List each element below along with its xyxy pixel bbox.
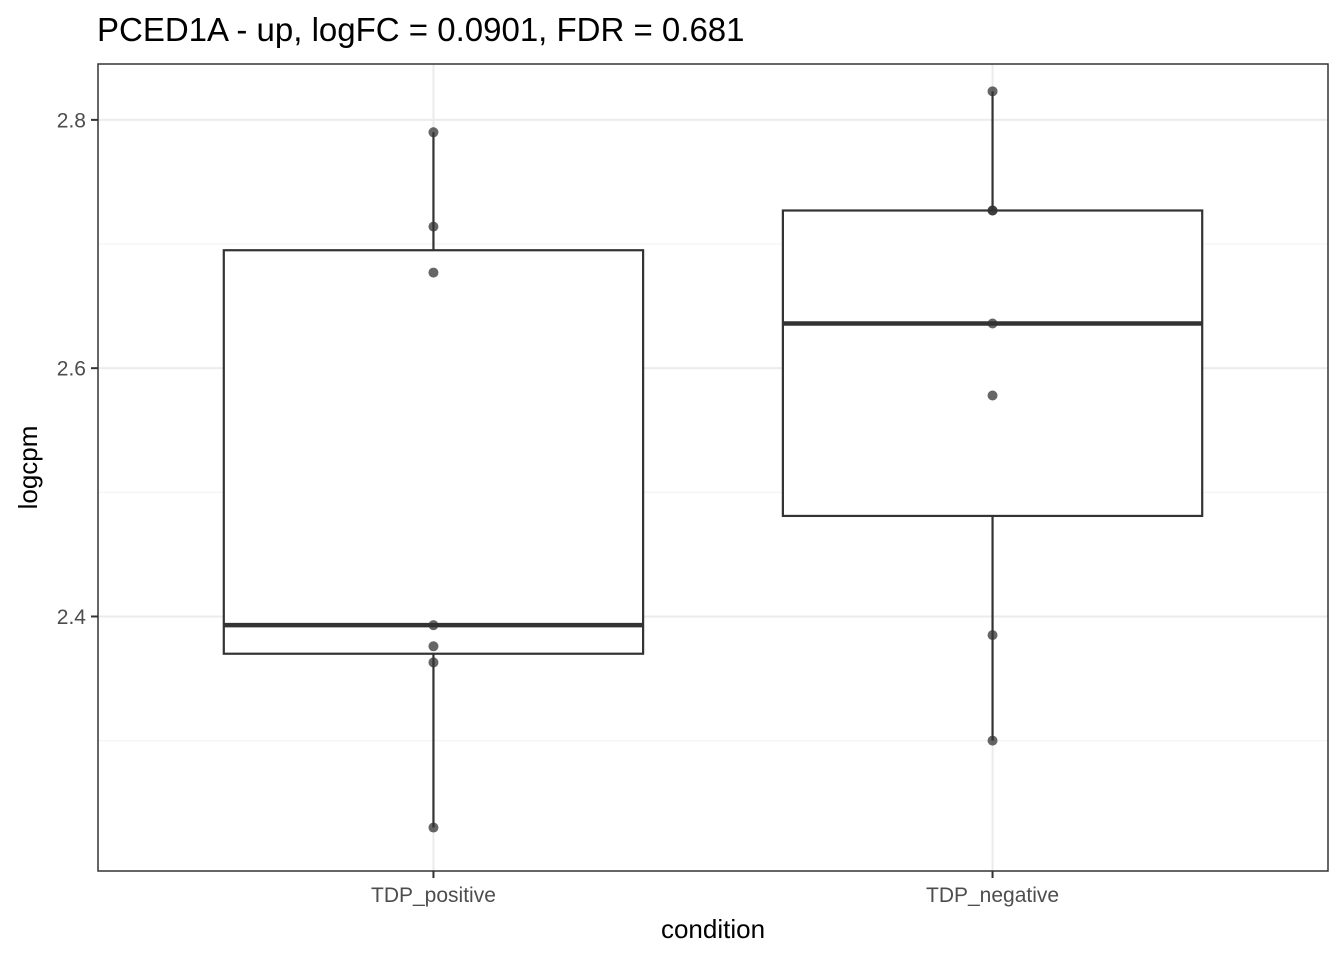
data-point bbox=[987, 630, 998, 641]
data-point bbox=[428, 221, 439, 232]
iqr-box bbox=[222, 249, 645, 655]
axes: 2.4 2.6 2.8 TDP_positive TDP_negative bbox=[57, 109, 1059, 907]
data-point bbox=[428, 620, 439, 631]
box-TDP_positive bbox=[222, 132, 645, 828]
boxes bbox=[222, 91, 1204, 828]
points bbox=[428, 86, 998, 833]
x-axis-title: condition bbox=[661, 914, 765, 944]
data-point bbox=[428, 641, 439, 652]
panel-border bbox=[97, 63, 1329, 872]
y-tick-label: 2.6 bbox=[57, 358, 86, 381]
data-point bbox=[987, 735, 998, 746]
chart-title: PCED1A - up, logFC = 0.0901, FDR = 0.681 bbox=[97, 11, 745, 48]
data-point bbox=[987, 86, 998, 97]
y-tick-label: 2.8 bbox=[57, 109, 86, 132]
y-axis-title: logcpm bbox=[13, 426, 43, 510]
data-point bbox=[428, 822, 439, 833]
data-point bbox=[987, 318, 998, 329]
x-tick-label: TDP_positive bbox=[371, 884, 496, 907]
data-point bbox=[987, 205, 998, 216]
data-point bbox=[428, 267, 439, 278]
data-point bbox=[428, 127, 439, 138]
data-point bbox=[987, 390, 998, 401]
iqr-box bbox=[781, 209, 1204, 518]
x-tick-label: TDP_negative bbox=[926, 884, 1059, 907]
y-tick-label: 2.4 bbox=[57, 606, 87, 629]
box-TDP_negative bbox=[781, 91, 1204, 741]
data-point bbox=[428, 657, 439, 668]
